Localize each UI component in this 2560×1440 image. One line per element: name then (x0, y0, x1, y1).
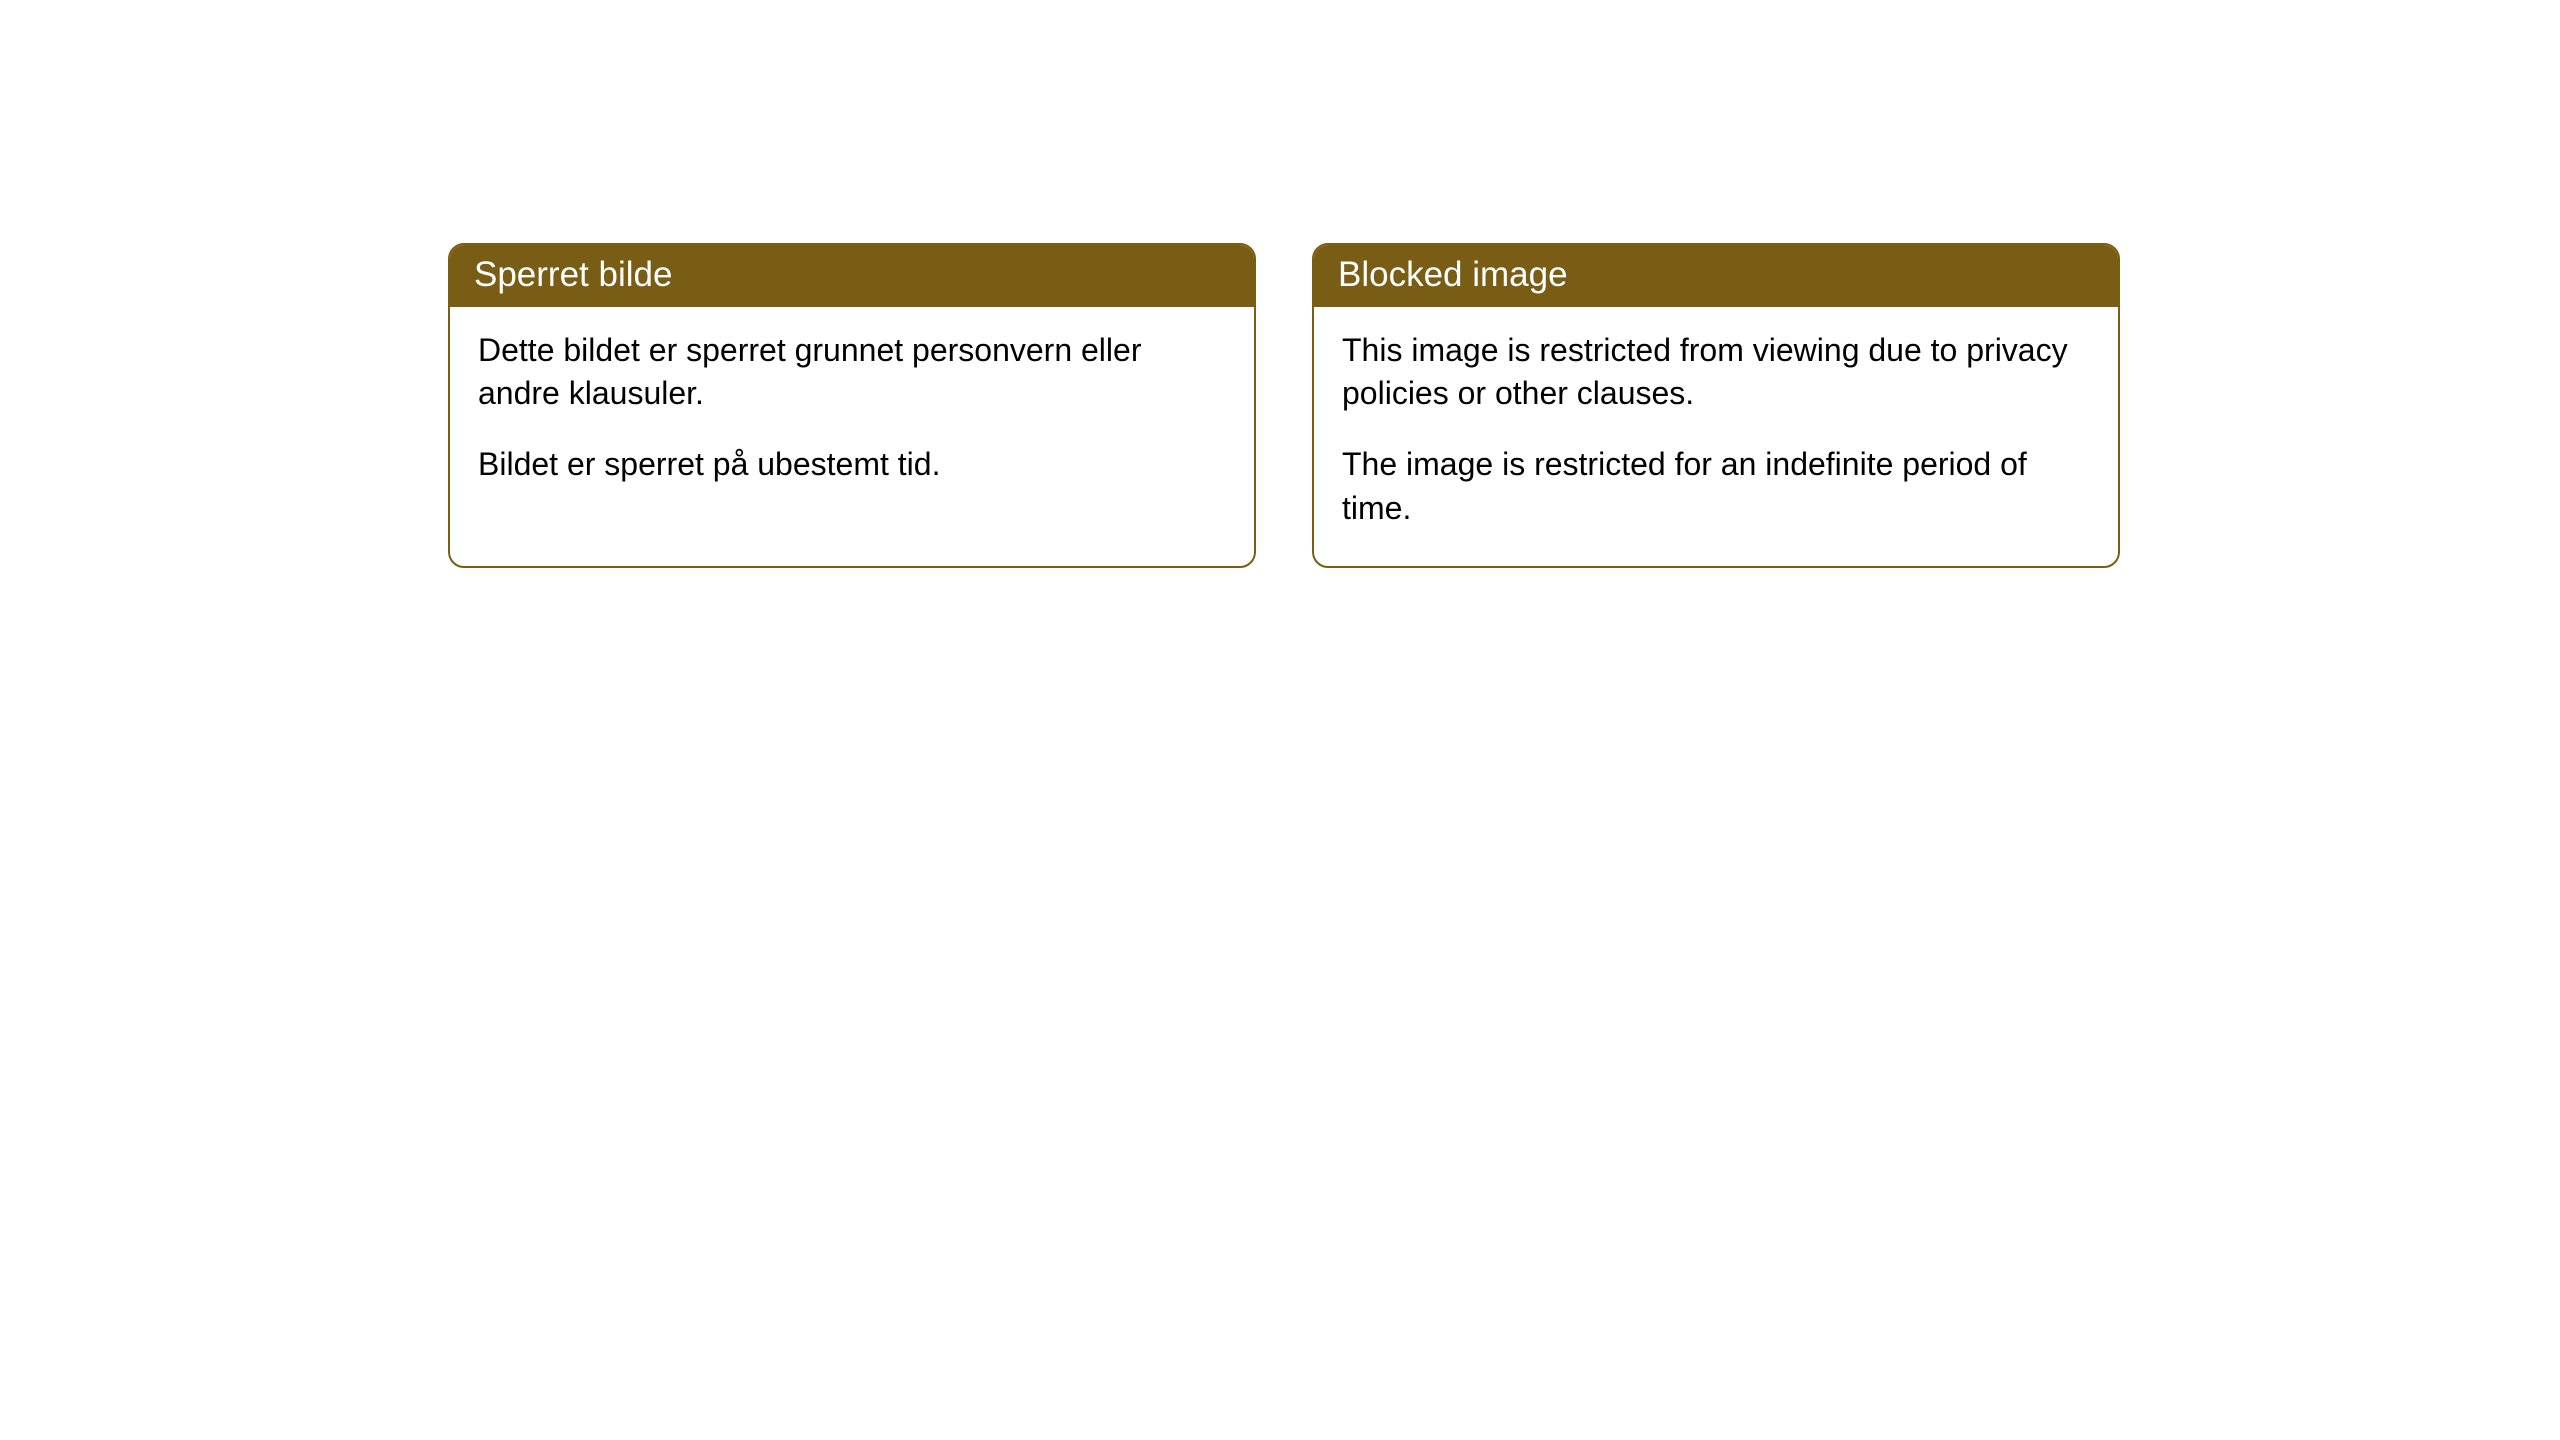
card-title-english: Blocked image (1338, 255, 1568, 294)
card-paragraph-english-2: The image is restricted for an indefinit… (1342, 443, 2090, 529)
card-header-norwegian: Sperret bilde (450, 245, 1254, 307)
card-body-norwegian: Dette bildet er sperret grunnet personve… (450, 307, 1254, 523)
cards-container: Sperret bilde Dette bildet er sperret gr… (448, 243, 2120, 568)
card-paragraph-norwegian-1: Dette bildet er sperret grunnet personve… (478, 329, 1226, 415)
card-paragraph-norwegian-2: Bildet er sperret på ubestemt tid. (478, 443, 1226, 486)
card-paragraph-english-1: This image is restricted from viewing du… (1342, 329, 2090, 415)
card-body-english: This image is restricted from viewing du… (1314, 307, 2118, 566)
card-norwegian: Sperret bilde Dette bildet er sperret gr… (448, 243, 1256, 568)
card-english: Blocked image This image is restricted f… (1312, 243, 2120, 568)
card-header-english: Blocked image (1314, 245, 2118, 307)
card-title-norwegian: Sperret bilde (474, 255, 672, 294)
